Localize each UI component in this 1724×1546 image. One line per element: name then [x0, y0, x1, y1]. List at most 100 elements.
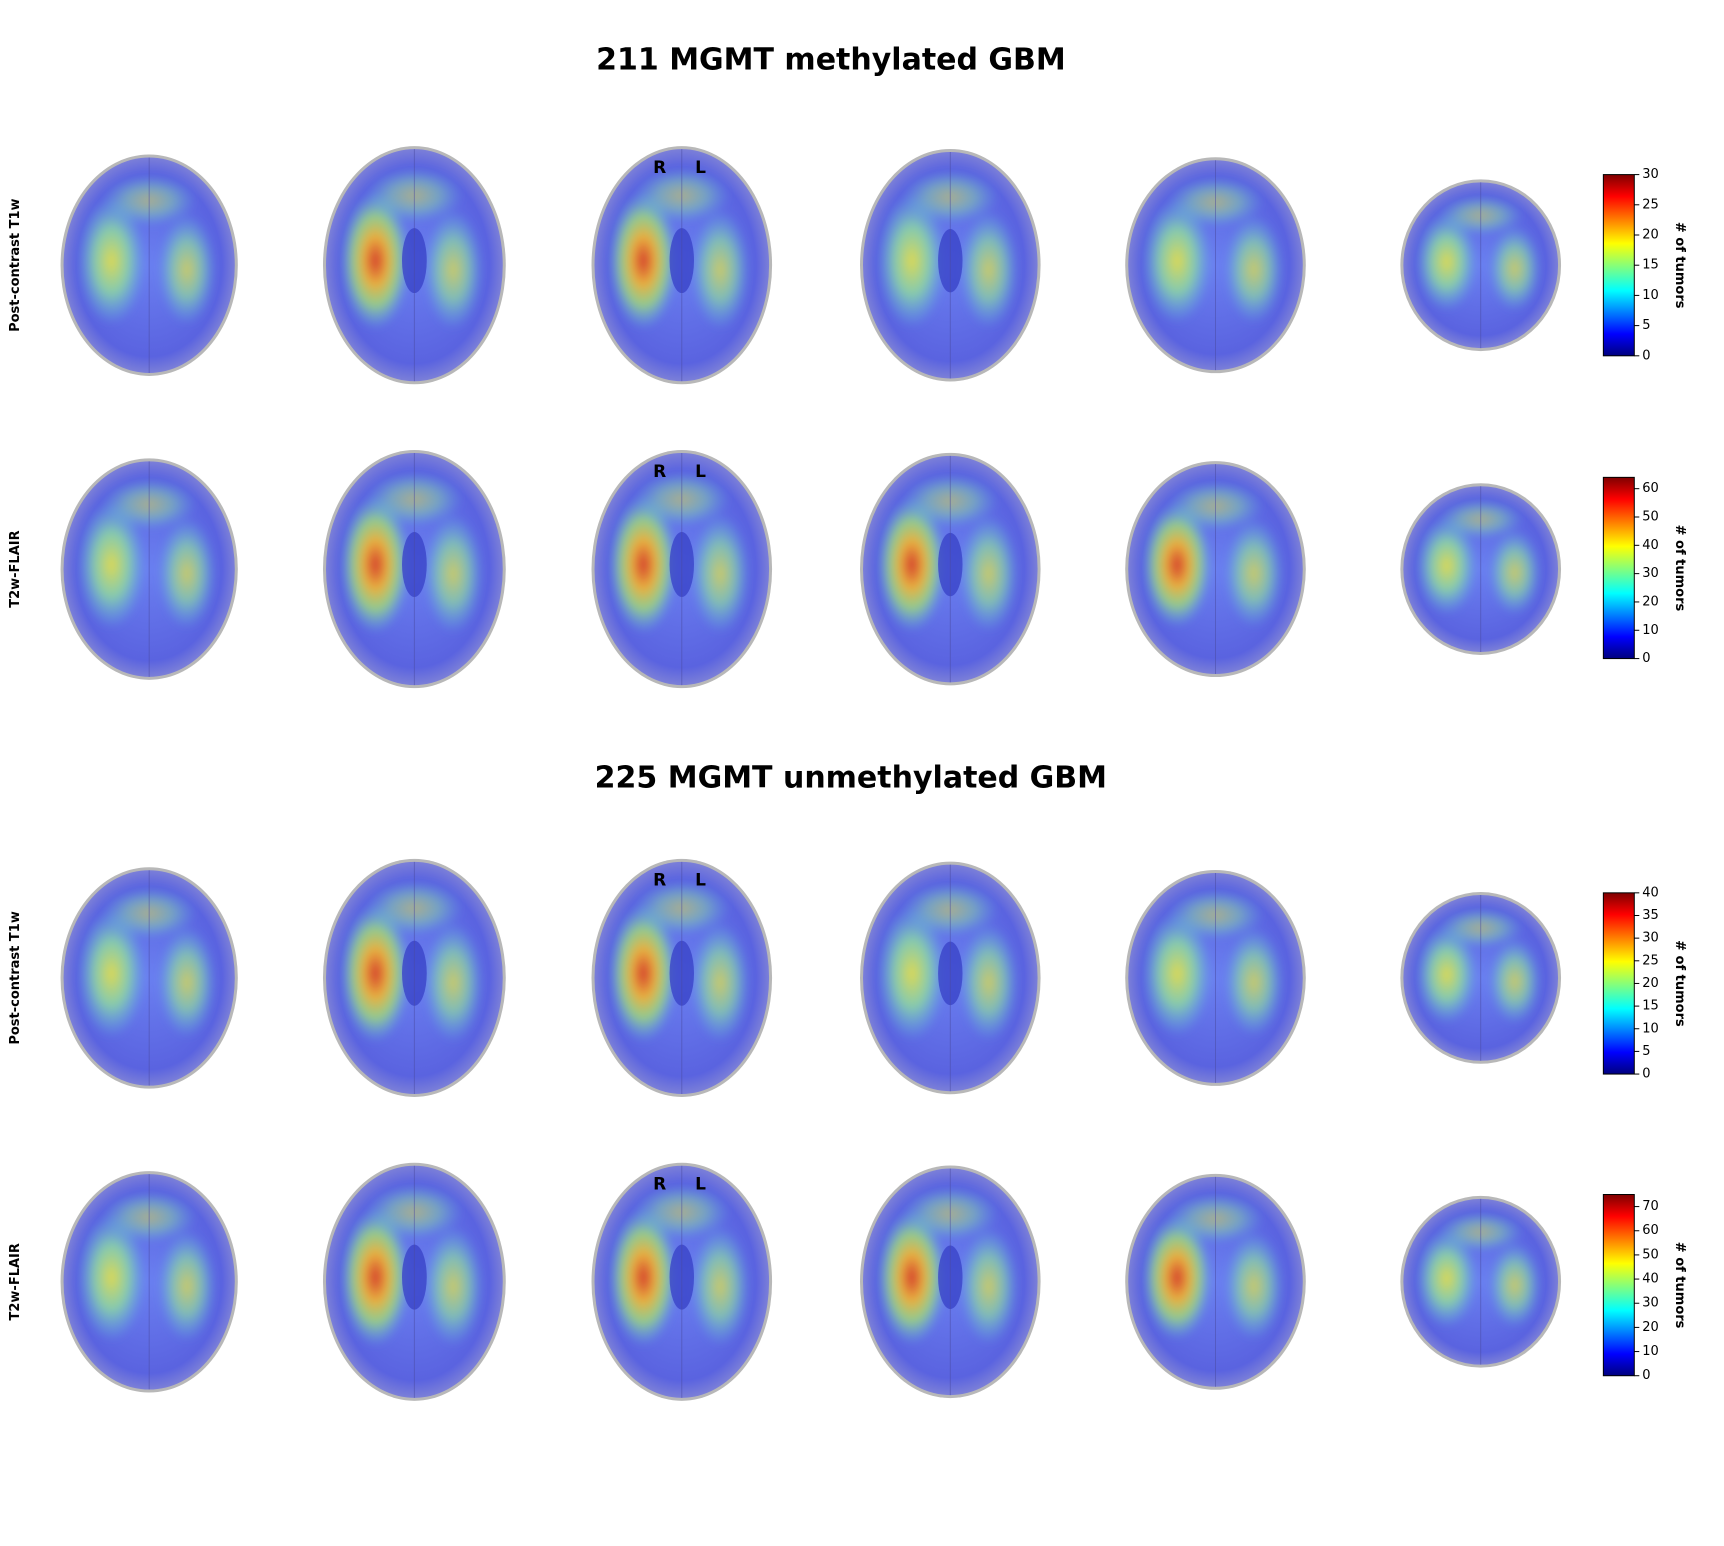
heat-blob — [423, 209, 484, 331]
heat-blob — [959, 514, 1019, 633]
heat-blobs — [1142, 1193, 1284, 1341]
brain-slice — [1400, 1195, 1562, 1368]
brain-slice — [1400, 892, 1562, 1064]
colorbar-tick-label: 0 — [1642, 348, 1650, 363]
colorbar-tick-label: 20 — [1642, 976, 1659, 991]
heat-blob — [959, 923, 1019, 1042]
colorbar — [1602, 892, 1635, 1075]
heat-blob — [157, 1230, 216, 1343]
heat-blob — [1488, 938, 1542, 1025]
colorbar-tick-label: 30 — [1642, 931, 1659, 946]
heat-blobs — [1415, 908, 1542, 1025]
colorbar-tick-label: 10 — [1642, 623, 1659, 638]
heat-blob — [1488, 1242, 1542, 1329]
heat-blob — [1415, 516, 1478, 616]
colorbar — [1602, 174, 1635, 357]
colorbar — [1602, 1194, 1635, 1377]
brain-slice — [591, 450, 773, 689]
orientation-label: R — [653, 158, 666, 178]
heat-blob — [876, 905, 947, 1042]
colorbar-tick-label: 25 — [1642, 197, 1659, 212]
heat-blob — [157, 517, 216, 630]
heat-blob — [690, 513, 750, 635]
colorbar-tick-label: 60 — [1642, 1223, 1659, 1238]
brain-slice — [1125, 157, 1306, 374]
colorbar-tick-label: 70 — [1642, 1199, 1659, 1214]
heat-blobs — [77, 887, 216, 1039]
brain-slice — [60, 867, 238, 1089]
brain-slice — [860, 452, 1041, 686]
heat-blob — [340, 1207, 411, 1347]
heat-blob — [77, 1212, 146, 1343]
heat-blob — [1488, 529, 1542, 616]
brain-slice — [860, 1165, 1041, 1399]
brain-slice — [1125, 1173, 1306, 1390]
orientation-label: R — [653, 462, 666, 482]
colorbar-label: # of tumors — [1672, 525, 1687, 612]
heat-blob — [876, 496, 947, 633]
heat-blobs — [876, 170, 1019, 329]
colorbar-tick-label: 35 — [1642, 908, 1659, 923]
heat-blob — [1224, 214, 1284, 324]
heat-blob — [423, 1226, 484, 1347]
brain-slice — [322, 858, 506, 1097]
brain-slice — [1400, 179, 1562, 352]
heat-blob — [959, 210, 1019, 329]
orientation-label: L — [695, 871, 706, 891]
colorbar-tick-label: 15 — [1642, 258, 1659, 273]
heat-blobs — [77, 174, 216, 326]
orientation-label: L — [695, 462, 706, 482]
brain-slice — [322, 1162, 506, 1401]
brain-slice — [322, 450, 506, 689]
colorbar-tick-label: 20 — [1642, 594, 1659, 609]
heat-blob — [1415, 1228, 1478, 1329]
heat-blob — [77, 500, 146, 630]
heat-blobs — [1142, 889, 1284, 1037]
colorbar-label: # of tumors — [1672, 1242, 1687, 1329]
row-label: T2w-FLAIR — [8, 530, 23, 607]
heat-blobs — [340, 880, 484, 1043]
orientation-label: L — [695, 1175, 706, 1195]
heat-blob — [959, 1227, 1019, 1346]
colorbar-tick-label: 40 — [1642, 1272, 1659, 1287]
colorbar-tick-label: 10 — [1642, 1021, 1659, 1036]
colorbar — [1602, 476, 1635, 660]
colorbar-label: # of tumors — [1672, 940, 1687, 1027]
heat-blob — [1488, 225, 1542, 312]
heat-blob — [1224, 1231, 1284, 1341]
colorbar-tick-label: 30 — [1642, 566, 1659, 581]
heat-blob — [1142, 1214, 1213, 1341]
heat-blob — [423, 513, 484, 635]
colorbar-tick-label: 40 — [1642, 538, 1659, 553]
heat-blob — [340, 903, 411, 1043]
colorbar-tick-label: 0 — [1642, 1368, 1650, 1383]
brain-slice — [1125, 461, 1306, 678]
heat-blob — [690, 922, 750, 1043]
colorbar-tick-label: 10 — [1642, 1344, 1659, 1359]
heat-blob — [77, 908, 146, 1039]
orientation-label: R — [653, 1175, 666, 1195]
heat-blob — [608, 903, 679, 1043]
heat-blob — [340, 190, 411, 331]
colorbar-tick-label: 50 — [1642, 510, 1659, 525]
heat-blob — [608, 1207, 679, 1347]
colorbar-tick-label: 0 — [1642, 651, 1650, 666]
heat-blob — [423, 922, 484, 1043]
heat-blob — [1224, 927, 1284, 1037]
heat-blob — [876, 192, 947, 329]
brain-slice — [60, 1171, 238, 1393]
brain-slice — [1125, 869, 1306, 1086]
heat-blob — [340, 494, 411, 635]
brain-slice — [60, 154, 238, 376]
colorbar-tick-label: 40 — [1642, 885, 1659, 900]
heat-blob — [1142, 501, 1213, 628]
colorbar-tick-label: 5 — [1642, 318, 1650, 333]
colorbar-tick-label: 20 — [1642, 1320, 1659, 1335]
heat-blob — [1142, 910, 1213, 1037]
heat-blob — [690, 1226, 750, 1347]
heat-blobs — [608, 1184, 750, 1347]
heat-blob — [157, 926, 216, 1039]
orientation-label: R — [653, 871, 666, 891]
colorbar-tick-label: 30 — [1642, 167, 1659, 182]
